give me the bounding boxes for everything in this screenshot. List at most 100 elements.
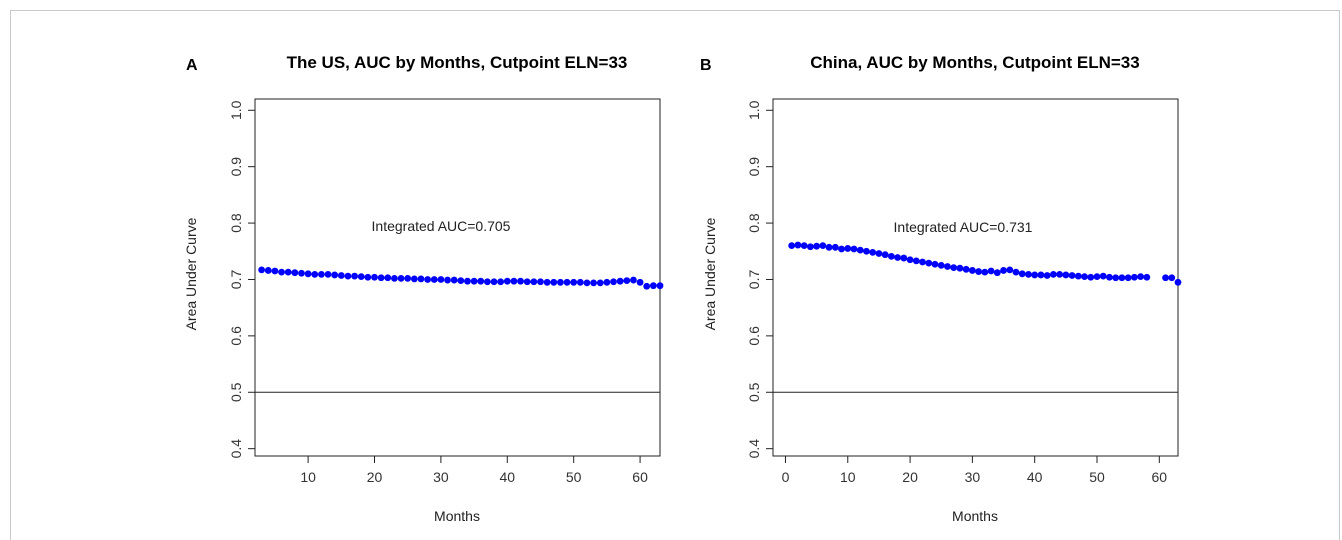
data-point-a [264, 267, 272, 274]
data-point-a [610, 278, 617, 286]
data-point-b [1068, 272, 1076, 279]
data-point-b [1168, 274, 1176, 282]
data-point-b [819, 242, 827, 250]
data-point-a [543, 278, 551, 286]
y-tick-label-a: 1.0 [228, 100, 244, 120]
data-point-a [424, 276, 432, 283]
data-point-b [1062, 271, 1070, 279]
data-point-a [351, 272, 358, 280]
data-point-a [630, 276, 637, 284]
data-point-b [1018, 270, 1026, 278]
data-point-a [537, 278, 544, 286]
data-point-b [1037, 271, 1045, 279]
data-point-b [931, 260, 939, 268]
panel-a: A The US, AUC by Months, Cutpoint ELN=33… [183, 53, 664, 524]
annotation-b: Integrated AUC=0.731 [894, 219, 1033, 235]
data-point-b [956, 264, 964, 272]
data-point-b [1056, 270, 1064, 278]
data-point-a [437, 276, 445, 283]
data-point-b [1006, 266, 1014, 274]
data-point-b [1087, 273, 1095, 281]
y-tick-label-a: 0.4 [228, 439, 244, 459]
data-point-b [906, 256, 914, 264]
data-point-b [1137, 273, 1145, 281]
panel-label-b: B [700, 57, 712, 74]
data-point-a [291, 269, 299, 277]
y-tick-label-a: 0.6 [228, 326, 244, 346]
data-point-b [1074, 272, 1082, 280]
plot-area-a [254, 98, 661, 457]
data-point-b [831, 243, 839, 251]
data-point-a [444, 276, 451, 284]
data-point-a [324, 270, 332, 278]
data-point-b [1081, 273, 1088, 281]
data-point-a [357, 273, 365, 281]
data-point-b [1093, 273, 1101, 281]
data-point-a [490, 278, 498, 286]
data-point-a [530, 278, 538, 286]
data-point-b [1012, 268, 1020, 276]
data-point-b [869, 249, 877, 256]
data-point-b [937, 261, 945, 269]
annotation-a: Integrated AUC=0.705 [372, 218, 511, 234]
data-point-a [649, 282, 657, 290]
data-point-b [950, 264, 958, 272]
y-tick-label-b: 0.6 [746, 326, 762, 346]
data-point-a [337, 272, 345, 279]
data-point-a [331, 271, 339, 279]
data-point-a [304, 270, 312, 278]
x-axis-label-b: Months [952, 508, 998, 524]
data-point-b [1043, 272, 1051, 279]
data-point-a [517, 277, 524, 285]
data-point-b [1130, 273, 1138, 281]
y-tick-label-b: 1.0 [746, 100, 762, 120]
data-point-b [1112, 274, 1120, 282]
y-axis-label-a: Area Under Curve [183, 217, 199, 330]
panel-b: B China, AUC by Months, Cutpoint ELN=33 … [700, 53, 1182, 524]
data-point-a [317, 270, 325, 278]
data-point-a [298, 269, 305, 277]
data-point-a [497, 278, 505, 286]
x-tick-label-b: 40 [1027, 469, 1043, 485]
y-tick-label-a: 0.8 [228, 213, 244, 233]
data-point-b [1025, 270, 1032, 278]
data-point-a [523, 278, 531, 286]
x-axis-label-a: Months [434, 508, 480, 524]
y-tick-label-a: 0.7 [228, 270, 244, 290]
data-point-a [590, 279, 598, 287]
data-point-a [271, 267, 279, 275]
y-tick-label-b: 0.8 [746, 213, 762, 233]
data-point-a [503, 277, 511, 285]
y-tick-label-b: 0.5 [746, 382, 762, 402]
data-point-b [1000, 267, 1007, 274]
x-tick-label-b: 30 [965, 469, 981, 485]
plot-area-b [772, 98, 1179, 457]
data-point-a [616, 277, 624, 285]
data-point-b [788, 242, 796, 250]
data-point-a [464, 277, 471, 285]
x-tick-label-b: 60 [1152, 469, 1168, 485]
data-point-b [794, 241, 802, 249]
data-point-b [881, 251, 889, 259]
data-point-a [483, 278, 491, 286]
data-point-a [278, 268, 285, 276]
data-point-a [377, 274, 385, 282]
data-point-b [1049, 270, 1057, 278]
data-point-b [806, 243, 814, 251]
x-tick-label-b: 0 [782, 469, 790, 485]
x-tick-label-b: 10 [840, 469, 856, 485]
chart-title-b: China, AUC by Months, Cutpoint ELN=33 [810, 53, 1139, 72]
data-point-a [344, 272, 352, 280]
data-point-b [838, 245, 845, 253]
data-point-b [1118, 274, 1126, 282]
data-point-b [800, 242, 808, 250]
data-point-a [391, 274, 398, 282]
data-point-a [384, 274, 392, 282]
data-point-a [656, 282, 664, 290]
x-tick-label-a: 20 [367, 469, 383, 485]
chart-title-a: The US, AUC by Months, Cutpoint ELN=33 [287, 53, 628, 72]
data-point-b [925, 259, 933, 267]
data-point-b [987, 267, 995, 275]
x-tick-label-a: 30 [433, 469, 449, 485]
data-point-b [962, 265, 970, 273]
